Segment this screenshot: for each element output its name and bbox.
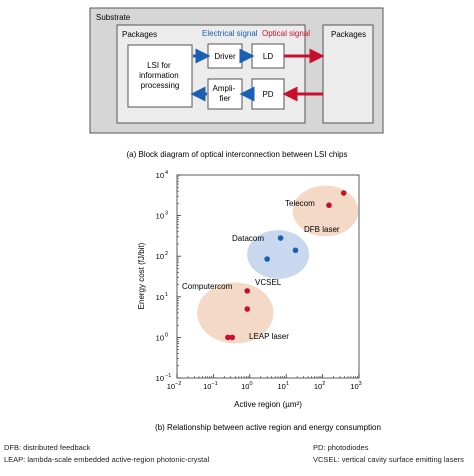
y-tick-exponent: 4 [165,170,168,176]
data-point-datacom [292,247,299,254]
y-tick-exponent: 2 [165,251,168,257]
y-tick-label: 10 [156,333,164,342]
y-tick-label: 10 [156,293,164,302]
y-tick-exponent: 0 [165,332,168,338]
pd-label: PD [262,90,273,99]
ld-label: LD [263,52,273,61]
block-diagram: Substrate Packages Packages LSI for info… [89,7,384,159]
x-tick-label: 10−1 [203,381,218,391]
lsi-label: LSI for information processing [139,61,181,90]
y-tick-label: 10 [156,374,164,383]
y-axis-label: Energy cost (fJ/bit) [137,242,146,309]
footnote-dfb: DFB: distributed feedback [4,443,91,452]
electrical-signal-label: Electrical signal [202,29,258,38]
data-point-computercom [244,306,251,312]
x-axis-label: Active region (µm²) [234,400,302,409]
plot-area [176,174,360,379]
y-tick-exponent: 1 [165,292,168,298]
chart-points [225,190,347,341]
region-label-telecom: Telecom [285,199,315,208]
pd-box [251,78,285,110]
data-point-telecom [326,202,332,209]
lsi-box [127,44,193,108]
region-label-datacom: Datacom [232,234,264,243]
y-tick-label: 10 [156,171,164,180]
footnote-pd: PD: photodiodes [313,443,369,452]
data-point-computercom [244,288,251,294]
data-point-datacom [277,235,284,241]
y-tick-label: 10 [156,252,164,261]
diagram-a-caption: (a) Block diagram of optical interconnec… [126,150,347,159]
substrate-label: Substrate [96,13,131,22]
y-tick-exponent: 3 [165,211,168,217]
footnote-leap: LEAP: lambda-scale embedded active-regio… [4,455,210,464]
x-tick-label: 10−2 [167,381,182,391]
data-point-computercom [225,334,231,341]
region-label-dfb-laser: DFB laser [304,225,340,234]
region-label-vcsel: VCSEL [255,278,282,287]
footnote-vcsel: VCSEL: vertical cavity surface emitting … [313,455,464,464]
region-label-leap-laser: LEAP laser [249,332,289,341]
chart-regions [197,185,359,344]
x-tick-label: 103 [350,381,361,391]
data-point-datacom [264,256,270,262]
region-label-computercom: Computercom [182,282,233,291]
region-ellipse-2 [247,230,310,279]
chart-b-caption: (b) Relationship between active region a… [155,423,381,432]
amplifier-label: Ampli- fier [213,84,238,103]
packages-right-box [322,24,374,124]
region-ellipse-1 [292,185,359,237]
data-point-telecom [340,190,347,196]
y-tick-exponent: −1 [165,373,171,379]
x-tick-label: 102 [314,381,325,391]
y-tick-label: 10 [156,212,164,221]
packages-left-label: Packages [122,30,157,39]
optical-signal-label: Optical signal [262,29,310,38]
x-tick-label: 101 [277,381,288,391]
data-point-computercom [229,334,236,341]
driver-label: Driver [214,52,236,61]
region-ellipse-3 [197,282,274,344]
x-tick-label: 100 [241,381,252,391]
packages-right-label: Packages [331,30,366,39]
